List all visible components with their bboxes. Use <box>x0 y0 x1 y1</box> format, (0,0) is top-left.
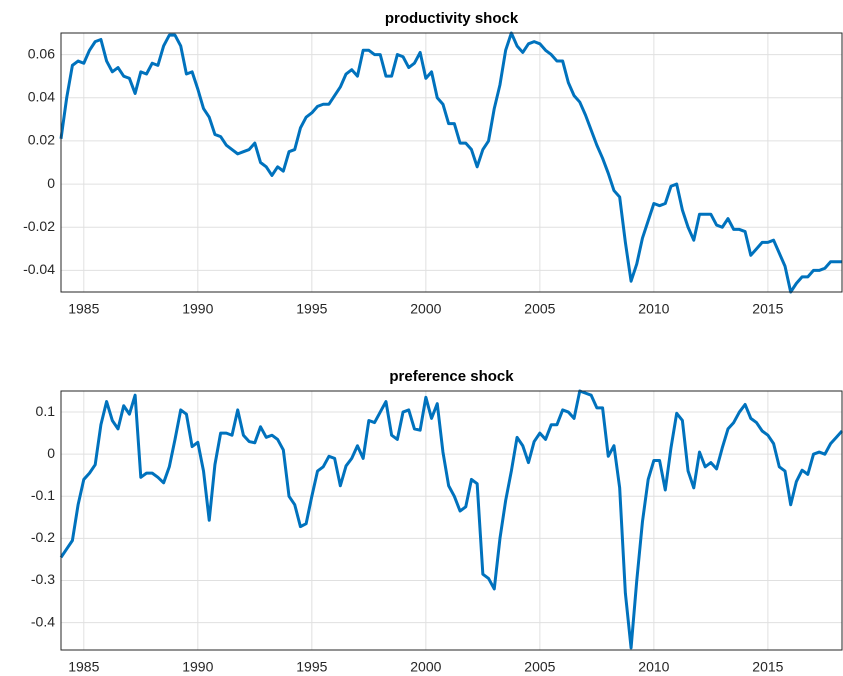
y-tick-label: -0.2 <box>31 529 55 545</box>
chart-title: productivity shock <box>385 10 519 27</box>
x-tick-label: 1985 <box>68 659 99 675</box>
x-tick-label: 1995 <box>296 659 327 675</box>
y-tick-label: 0.04 <box>28 88 55 104</box>
y-tick-label: -0.02 <box>23 218 55 234</box>
chart-title: preference shock <box>389 368 514 385</box>
x-tick-label: 2000 <box>410 301 441 317</box>
x-tick-label: 2005 <box>524 659 555 675</box>
y-tick-label: 0.02 <box>28 132 55 148</box>
y-tick-label: 0.1 <box>36 403 56 419</box>
y-tick-label: -0.1 <box>31 487 55 503</box>
y-tick-label: 0 <box>47 175 55 191</box>
x-tick-label: 1985 <box>68 301 99 317</box>
data-line <box>59 389 843 650</box>
axes-frame <box>60 32 843 293</box>
axes-frame <box>60 390 843 651</box>
x-tick-label: 1995 <box>296 301 327 317</box>
y-tick-label: 0 <box>47 445 55 461</box>
x-tick-label: 2015 <box>752 659 783 675</box>
x-tick-label: 2015 <box>752 301 783 317</box>
data-line <box>59 31 842 294</box>
x-tick-label: 2010 <box>638 301 669 317</box>
x-tick-label: 2000 <box>410 659 441 675</box>
y-tick-label: -0.04 <box>23 261 55 277</box>
x-tick-label: 2010 <box>638 659 669 675</box>
y-tick-label: -0.3 <box>31 571 55 587</box>
y-tick-label: 0.06 <box>28 45 55 61</box>
y-tick-label: -0.4 <box>31 613 55 629</box>
x-tick-label: 1990 <box>182 301 213 317</box>
x-tick-label: 2005 <box>524 301 555 317</box>
x-tick-label: 1990 <box>182 659 213 675</box>
